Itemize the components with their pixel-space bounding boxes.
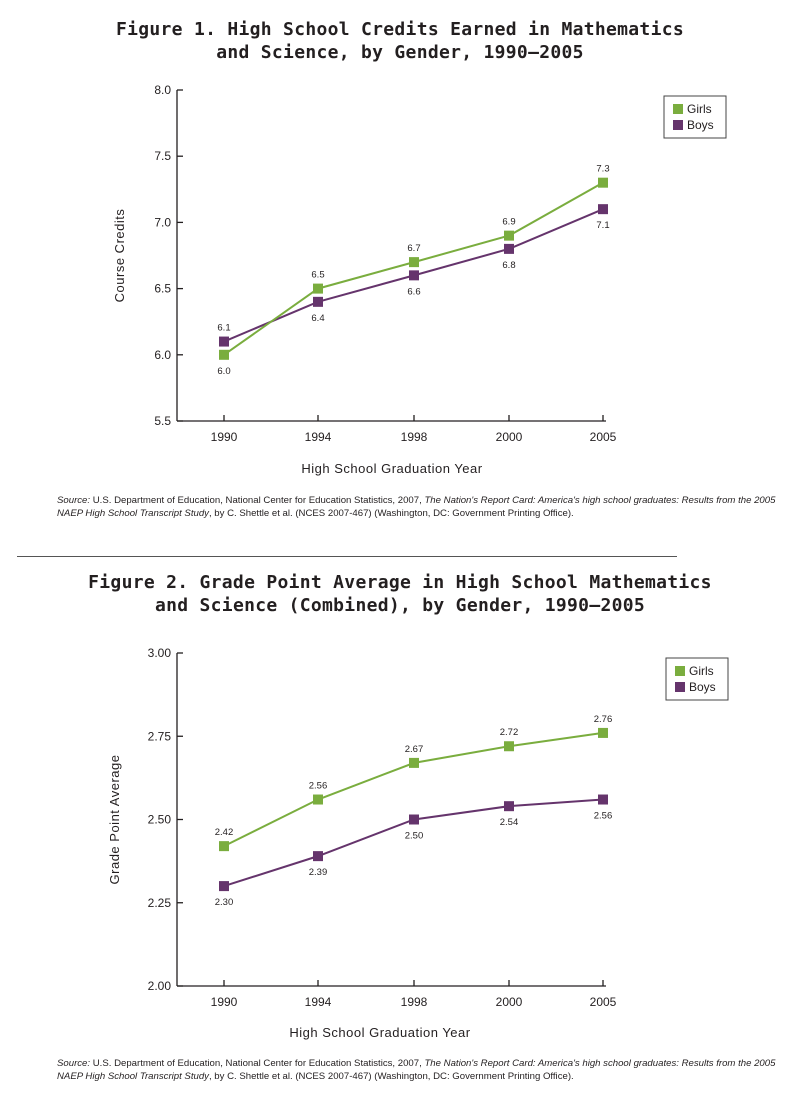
- legend-label-girls: Girls: [687, 102, 712, 116]
- series-line-girls: [223, 181, 604, 356]
- data-label-boys: 6.6: [407, 286, 420, 297]
- y-tick-label: 3.00: [148, 646, 172, 660]
- data-point-boys: [313, 851, 323, 862]
- figure-1-title-line-2: and Science, by Gender, 1990–2005: [216, 42, 584, 63]
- figure-2-title: Figure 2. Grade Point Average in High Sc…: [0, 571, 800, 617]
- x-tick-label: 2000: [496, 995, 523, 1009]
- legend-box: [665, 657, 729, 701]
- data-point-boys: [219, 336, 229, 347]
- x-tick-label: 2005: [590, 430, 617, 444]
- source-text-2: , by C. Shettle et al. (NCES 2007-467) (…: [208, 508, 574, 519]
- data-point-girls: [219, 349, 229, 360]
- data-label-girls: 2.67: [405, 744, 424, 755]
- legend-swatch-girls: [673, 104, 683, 114]
- data-point-boys: [219, 881, 229, 892]
- x-axis-title: High School Graduation Year: [301, 461, 482, 476]
- data-point-girls: [504, 741, 514, 752]
- data-label-girls: 2.76: [594, 714, 613, 725]
- source-prefix: Source:: [57, 495, 91, 506]
- data-point-boys: [313, 296, 323, 307]
- figure-1-chart: 5.5 6.0 6.5 7.0 7.5 8.0 1990 1994 1998 2000 2005 Hi…: [112, 83, 727, 476]
- y-tick-label: 2.00: [148, 979, 172, 993]
- source-text-1: U.S. Department of Education, National C…: [90, 495, 425, 506]
- data-point-girls: [409, 257, 419, 268]
- data-point-boys: [409, 270, 419, 281]
- legend-box: [663, 95, 727, 139]
- data-point-girls: [598, 727, 608, 738]
- data-label-girls: 7.3: [596, 164, 609, 175]
- data-point-girls: [504, 230, 514, 241]
- data-point-boys: [504, 801, 514, 812]
- y-axis-title: Course Credits: [112, 209, 127, 303]
- data-label-boys: 2.56: [594, 811, 613, 822]
- figure-2-title-line-2: and Science (Combined), by Gender, 1990–…: [154, 595, 646, 616]
- source-italic-title: The Nation's Report Card: America's high…: [57, 1058, 776, 1082]
- data-label-girls: 6.9: [502, 217, 515, 228]
- x-tick-label: 2000: [496, 430, 523, 444]
- figure-1-title-line-1: Figure 1. High School Credits Earned in …: [116, 19, 684, 40]
- figure-2-source: Source: U.S. Department of Education, Na…: [57, 1057, 777, 1083]
- y-tick-label: 6.0: [154, 348, 171, 362]
- section-divider: [17, 556, 677, 557]
- data-point-girls: [598, 177, 608, 188]
- x-tick-label: 1990: [211, 995, 238, 1009]
- legend-label-girls: Girls: [689, 664, 714, 678]
- y-tick-label: 7.5: [154, 149, 171, 163]
- data-label-girls: 2.56: [309, 781, 328, 792]
- data-label-boys: 2.50: [405, 831, 424, 842]
- y-tick-label: 5.5: [154, 414, 171, 428]
- y-tick-label: 2.25: [148, 896, 172, 910]
- data-label-girls: 6.5: [311, 270, 324, 281]
- data-label-boys: 2.39: [309, 867, 328, 878]
- data-label-boys: 6.4: [311, 313, 324, 324]
- data-label-boys: 6.8: [502, 260, 515, 271]
- legend-label-boys: Boys: [689, 680, 716, 694]
- data-label-girls: 2.42: [215, 827, 234, 838]
- x-tick-label: 1994: [305, 430, 332, 444]
- y-tick-label: 6.5: [154, 282, 171, 296]
- source-text-1: U.S. Department of Education, National C…: [90, 1058, 425, 1069]
- source-text-2: , by C. Shettle et al. (NCES 2007-467) (…: [208, 1071, 574, 1082]
- data-point-girls: [313, 794, 323, 805]
- figure-2-title-line-1: Figure 2. Grade Point Average in High Sc…: [88, 572, 712, 593]
- x-tick-label: 1990: [211, 430, 238, 444]
- figure-2-chart: 2.00 2.25 2.50 2.75 3.00 1990 1994 1998 2000 2005…: [107, 646, 729, 1040]
- data-label-girls: 6.0: [217, 366, 230, 377]
- data-label-boys: 2.54: [500, 817, 519, 828]
- source-italic-title: The Nation's Report Card: America's high…: [57, 495, 776, 519]
- data-point-boys: [504, 243, 514, 254]
- y-tick-label: 2.50: [148, 813, 172, 827]
- y-axis-title: Grade Point Average: [107, 755, 122, 885]
- x-tick-label: 2005: [590, 995, 617, 1009]
- data-point-girls: [219, 841, 229, 852]
- y-tick-label: 2.75: [148, 729, 172, 743]
- data-point-boys: [598, 204, 608, 215]
- legend-swatch-boys: [675, 682, 685, 692]
- x-axis-title: High School Graduation Year: [289, 1025, 470, 1040]
- data-label-girls: 6.7: [407, 243, 420, 254]
- data-point-girls: [409, 757, 419, 768]
- data-label-boys: 7.1: [596, 220, 609, 231]
- y-tick-label: 8.0: [154, 83, 171, 97]
- x-tick-label: 1998: [401, 430, 428, 444]
- legend-swatch-girls: [675, 666, 685, 676]
- series-line-boys: [223, 798, 604, 888]
- figure-1-title: Figure 1. High School Credits Earned in …: [0, 18, 800, 64]
- data-label-boys: 6.1: [217, 323, 230, 334]
- data-point-girls: [313, 283, 323, 294]
- source-prefix: Source:: [57, 1058, 91, 1069]
- data-label-girls: 2.72: [500, 727, 519, 738]
- data-label-boys: 2.30: [215, 897, 234, 908]
- data-point-boys: [409, 814, 419, 825]
- data-point-boys: [598, 794, 608, 805]
- figure-1-source: Source: U.S. Department of Education, Na…: [57, 494, 777, 520]
- legend-label-boys: Boys: [687, 118, 714, 132]
- y-tick-label: 7.0: [154, 215, 171, 229]
- legend-swatch-boys: [673, 120, 683, 130]
- x-tick-label: 1994: [305, 995, 332, 1009]
- x-tick-label: 1998: [401, 995, 428, 1009]
